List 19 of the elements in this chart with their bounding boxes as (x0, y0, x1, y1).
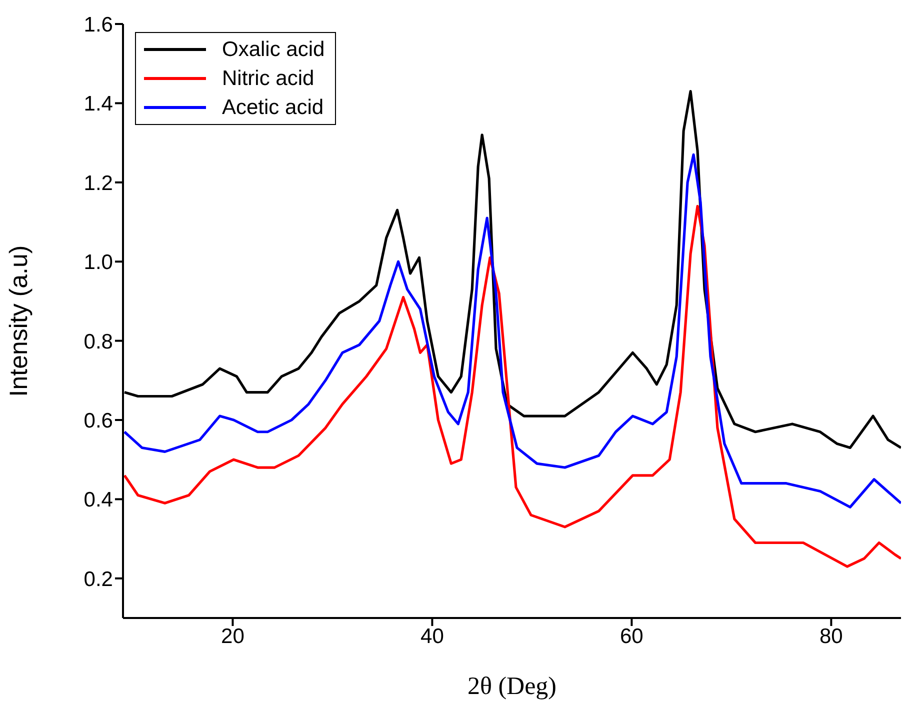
y-tick-label: 0.4 (84, 488, 114, 512)
y-tick-label: 0.8 (84, 330, 113, 354)
x-tick-label: 20 (221, 624, 244, 648)
y-tick-label: 0.2 (84, 568, 113, 591)
x-axis-title: 2θ (Deg) (467, 673, 557, 700)
y-tick-label: 1.6 (84, 13, 113, 36)
x-tick-label: 60 (620, 624, 644, 648)
legend-label: Oxalic acid (222, 37, 325, 63)
line-series (123, 153, 901, 508)
legend-label: Nitric acid (222, 66, 314, 92)
x-tick-label: 80 (820, 624, 843, 648)
line-series (123, 204, 901, 568)
y-tick-label: 1.4 (84, 92, 114, 116)
y-tick-label: 0.6 (84, 409, 113, 432)
legend-label: Acetic acid (222, 95, 324, 121)
x-tick-label: 40 (420, 624, 444, 648)
y-tick-label: 1.2 (84, 172, 113, 195)
y-tick-label: 1.0 (84, 251, 113, 274)
y-axis-title: Intensity (a.u) (4, 245, 33, 397)
